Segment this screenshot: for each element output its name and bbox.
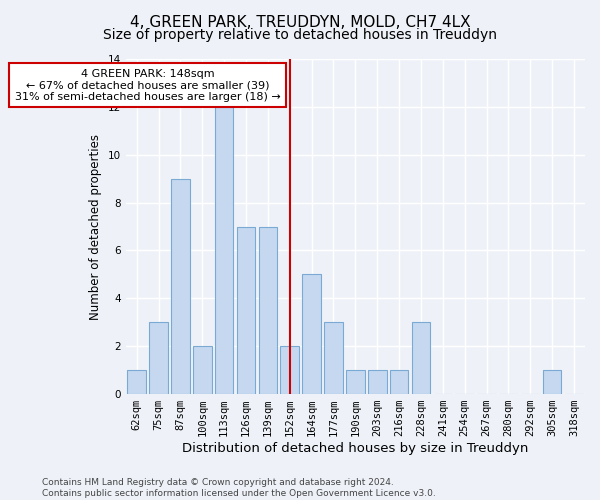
X-axis label: Distribution of detached houses by size in Treuddyn: Distribution of detached houses by size … [182, 442, 529, 455]
Bar [324, 322, 343, 394]
Bar [127, 370, 146, 394]
Bar [368, 370, 386, 394]
Bar [346, 370, 365, 394]
Y-axis label: Number of detached properties: Number of detached properties [89, 134, 102, 320]
Bar [390, 370, 409, 394]
Bar [412, 322, 430, 394]
Bar [215, 107, 233, 394]
Text: 4 GREEN PARK: 148sqm
← 67% of detached houses are smaller (39)
31% of semi-detac: 4 GREEN PARK: 148sqm ← 67% of detached h… [15, 68, 280, 102]
Text: Contains HM Land Registry data © Crown copyright and database right 2024.
Contai: Contains HM Land Registry data © Crown c… [42, 478, 436, 498]
Text: Size of property relative to detached houses in Treuddyn: Size of property relative to detached ho… [103, 28, 497, 42]
Bar [259, 226, 277, 394]
Bar [237, 226, 256, 394]
Bar [302, 274, 321, 394]
Bar [280, 346, 299, 394]
Bar [543, 370, 562, 394]
Bar [193, 346, 212, 394]
Bar [149, 322, 168, 394]
Bar [171, 178, 190, 394]
Text: 4, GREEN PARK, TREUDDYN, MOLD, CH7 4LX: 4, GREEN PARK, TREUDDYN, MOLD, CH7 4LX [130, 15, 470, 30]
